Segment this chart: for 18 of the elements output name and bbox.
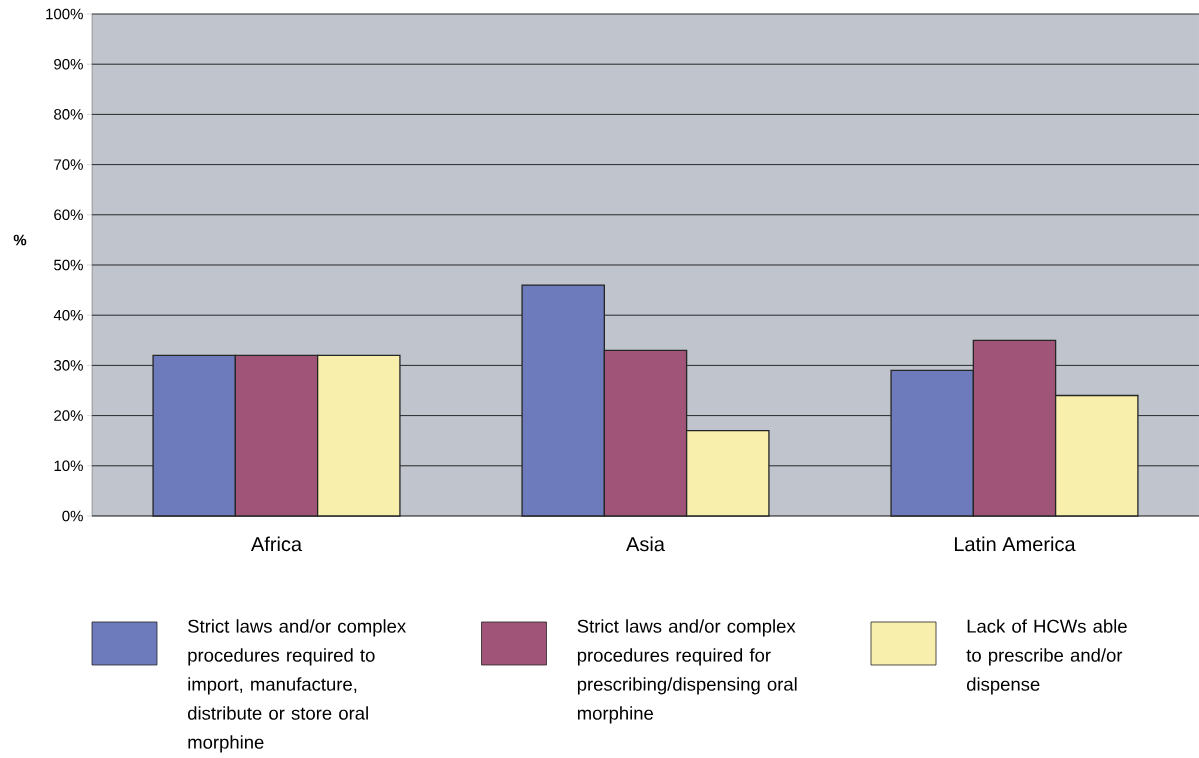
y-tick-label: 0% — [62, 510, 83, 522]
y-tick-label: 10% — [54, 460, 83, 472]
legend-label: Lack of HCWs able to prescribe and/or dispense — [966, 619, 1127, 695]
y-tick-label: 100% — [46, 8, 83, 20]
legend-label: Strict laws and/or complex procedures required for prescribing/dispensing oral morphine — [577, 619, 797, 724]
y-tick-label: 30% — [54, 360, 83, 371]
y-tick-label: 40% — [53, 309, 83, 321]
y-tick-label: 20% — [54, 410, 83, 421]
y-tick-label: 90% — [54, 58, 83, 70]
x-tick-label: Asia — [626, 536, 665, 552]
x-tick-label: Africa — [250, 536, 303, 552]
y-tick-label: 70% — [54, 159, 83, 170]
y-axis-title: % — [13, 234, 27, 246]
y-tick-label: 80% — [54, 109, 83, 120]
y-tick-label: 50% — [54, 259, 83, 271]
x-tick-label: Latin America — [954, 536, 1076, 552]
legend-label: Strict laws and/or complex procedures required to import, manufacture, distribute or store oral morphine — [187, 619, 406, 753]
y-tick-label: 60% — [54, 209, 83, 221]
